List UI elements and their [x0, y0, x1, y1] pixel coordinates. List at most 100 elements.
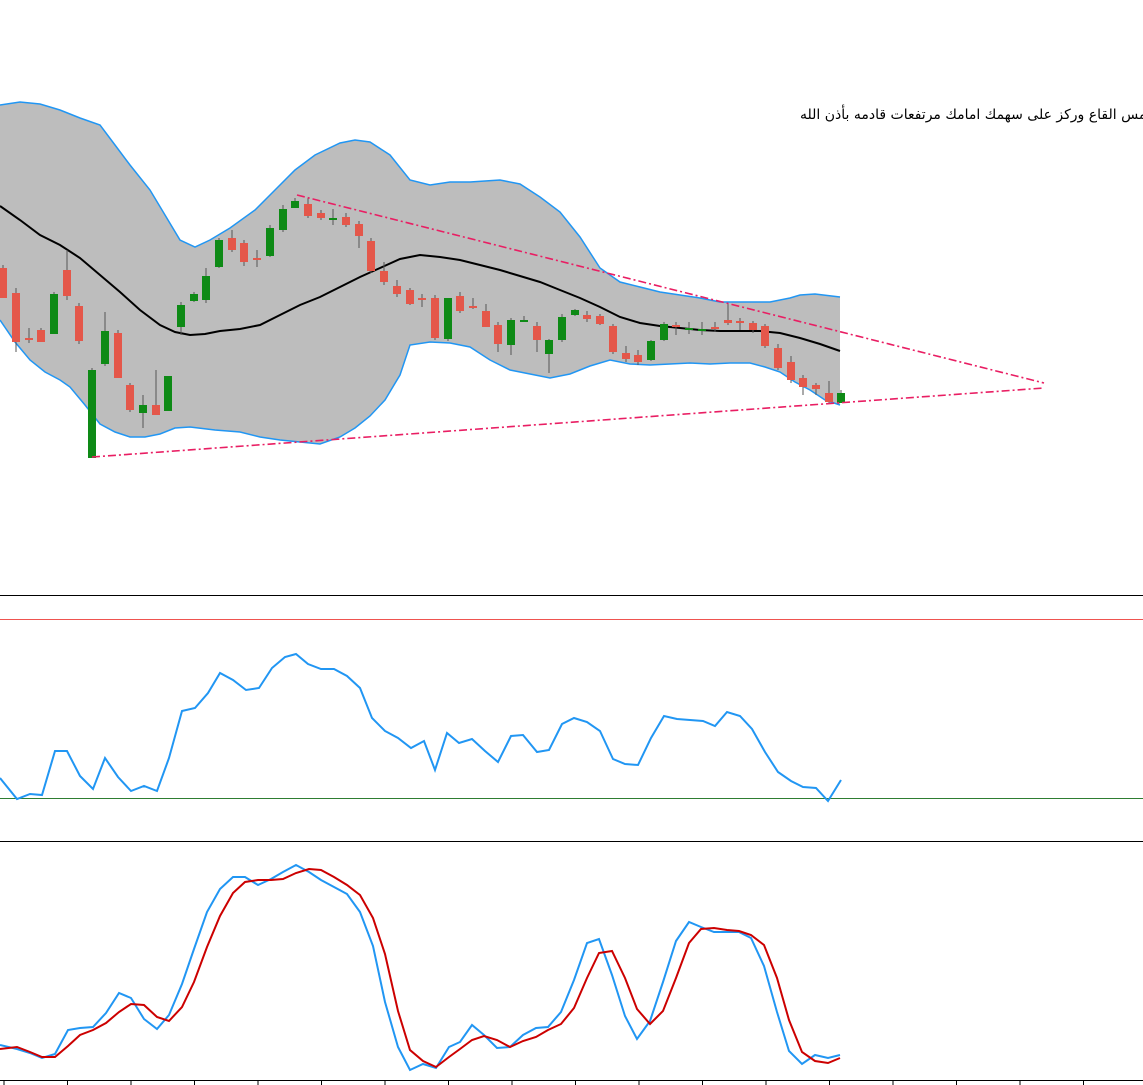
candle-body — [825, 393, 833, 402]
candle — [596, 314, 604, 325]
bollinger-upper-band — [0, 101, 841, 303]
candle — [393, 280, 401, 297]
candle — [431, 295, 439, 340]
candle-body — [152, 405, 160, 415]
candle — [266, 225, 274, 257]
candle — [469, 298, 477, 309]
x-axis-ticks — [3, 1080, 1084, 1085]
candle — [825, 381, 833, 404]
candle — [253, 250, 261, 267]
candle-body — [482, 311, 490, 327]
candle-body — [88, 370, 96, 458]
candle — [558, 314, 566, 342]
candle — [545, 339, 553, 373]
candle — [317, 210, 325, 220]
candle-body — [622, 353, 630, 359]
candle — [88, 368, 96, 458]
candle-body — [711, 327, 719, 329]
candle — [685, 322, 693, 334]
candle-body — [698, 329, 706, 331]
candle-body — [406, 290, 414, 304]
candle — [672, 322, 680, 335]
candle — [12, 288, 20, 352]
candle-body — [634, 355, 642, 362]
candle — [736, 318, 744, 330]
candle-body — [596, 316, 604, 324]
candle-body — [317, 213, 325, 218]
candle — [367, 238, 375, 273]
candlesticks — [0, 198, 845, 458]
candle — [418, 294, 426, 307]
candle — [660, 322, 668, 341]
stochastic-panel — [0, 863, 841, 1072]
candle-body — [393, 286, 401, 294]
candle-body — [253, 258, 261, 260]
candle — [406, 288, 414, 305]
candle — [291, 198, 299, 208]
candle-body — [672, 325, 680, 327]
candle — [126, 383, 134, 412]
candle-body — [837, 393, 845, 403]
candle-body — [736, 321, 744, 323]
candle — [202, 268, 210, 303]
candle-body — [774, 348, 782, 368]
candle — [799, 375, 807, 395]
candle-body — [761, 326, 769, 346]
candle — [711, 322, 719, 332]
candle-body — [0, 268, 7, 298]
candle-body — [12, 293, 20, 342]
candle-body — [202, 276, 210, 300]
candle — [0, 265, 7, 298]
candle-body — [660, 324, 668, 340]
stochastic-d-line — [0, 867, 841, 1069]
candle — [774, 344, 782, 370]
candle-body — [164, 376, 172, 411]
candle-body — [240, 243, 248, 262]
candle-body — [380, 271, 388, 282]
candle-body — [444, 298, 452, 339]
candle-body — [507, 320, 515, 345]
candle — [177, 302, 185, 335]
candle — [622, 346, 630, 362]
candle — [761, 324, 769, 348]
candle — [215, 238, 223, 268]
price-panel: يسلم عليكم البولنجر ويقول ثاني شمعه تلام… — [0, 101, 1143, 458]
candle — [75, 303, 83, 344]
candle-body — [25, 338, 33, 340]
candle-body — [812, 385, 820, 389]
candle-body — [494, 325, 502, 344]
candle-body — [583, 315, 591, 319]
candle — [228, 230, 236, 252]
candle-body — [114, 333, 122, 378]
candle — [837, 390, 845, 403]
candle-body — [799, 378, 807, 387]
candle — [164, 376, 172, 411]
candle — [304, 198, 312, 218]
candle — [380, 262, 388, 285]
candle — [444, 298, 452, 341]
upper-trendline — [296, 194, 1045, 384]
candle-body — [126, 385, 134, 410]
candle — [342, 213, 350, 227]
candle-body — [355, 224, 363, 236]
candle — [355, 221, 363, 248]
candle — [190, 292, 198, 302]
candle-body — [724, 320, 732, 323]
candle-body — [177, 305, 185, 327]
candle — [533, 322, 541, 352]
candle-body — [139, 405, 147, 413]
candle — [279, 205, 287, 232]
candle — [482, 304, 490, 327]
candle-body — [50, 294, 58, 334]
candle — [240, 240, 248, 266]
candle-body — [75, 306, 83, 341]
stochastic-k-line — [0, 863, 841, 1072]
candle-body — [304, 204, 312, 216]
candle-body — [367, 241, 375, 271]
candle — [724, 304, 732, 325]
bollinger-lower-band — [0, 319, 841, 445]
candle — [25, 328, 33, 343]
candle — [50, 292, 58, 334]
candle — [520, 316, 528, 322]
